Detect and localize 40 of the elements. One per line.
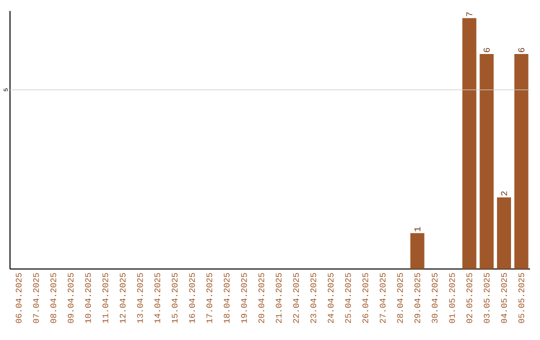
bar [497, 197, 512, 269]
x-tick-label: 15.04.2025 [172, 273, 178, 323]
x-tick-label: 19.04.2025 [241, 273, 247, 323]
x-tick-label: 01.05.2025 [449, 273, 455, 324]
x-tick-label: 27.04.2025 [380, 273, 386, 323]
x-tick-label: 12.04.2025 [120, 273, 126, 323]
data-label: 2 [500, 191, 508, 196]
x-tick-label: 21.04.2025 [276, 273, 282, 323]
x-tick-label: 13.04.2025 [137, 273, 143, 323]
x-tick-label: 18.04.2025 [224, 273, 230, 323]
x-tick-label: 29.04.2025 [414, 273, 420, 323]
x-tick-label: 08.04.2025 [50, 273, 56, 324]
x-tick-label: 26.04.2025 [362, 273, 368, 323]
x-tick-label: 07.04.2025 [33, 273, 39, 324]
x-tick-label: 06.04.2025 [16, 273, 22, 324]
x-tick-label: 23.04.2025 [310, 273, 316, 323]
x-tick-label: 25.04.2025 [345, 273, 351, 323]
x-tick-label: 05.05.2025 [518, 273, 524, 324]
x-tick-label: 10.04.2025 [85, 273, 91, 323]
x-tick-label: 02.05.2025 [466, 273, 472, 324]
x-tick-label: 11.04.2025 [102, 273, 108, 323]
data-label: 7 [466, 12, 472, 16]
bar [514, 54, 528, 269]
x-tick-label: 24.04.2025 [328, 273, 334, 323]
data-label: 1 [414, 226, 420, 232]
x-tick-label: 28.04.2025 [397, 273, 403, 323]
x-tick-label: 14.04.2025 [154, 273, 160, 323]
x-tick-label: 03.05.2025 [484, 273, 490, 324]
x-tick-label: 04.05.2025 [501, 273, 507, 324]
x-tick-label: 22.04.2025 [293, 273, 299, 323]
x-tick-label: 20.04.2025 [258, 273, 264, 323]
x-tick-label: 16.04.2025 [189, 273, 195, 323]
bar [410, 233, 424, 269]
data-label: 6 [484, 48, 490, 52]
x-tick-label: 09.04.2025 [68, 273, 74, 324]
x-tick-label: 30.04.2025 [432, 273, 438, 324]
data-label: 6 [518, 48, 524, 52]
bar [480, 54, 494, 269]
x-tick-label: 17.04.2025 [206, 273, 212, 323]
bar [462, 18, 476, 269]
